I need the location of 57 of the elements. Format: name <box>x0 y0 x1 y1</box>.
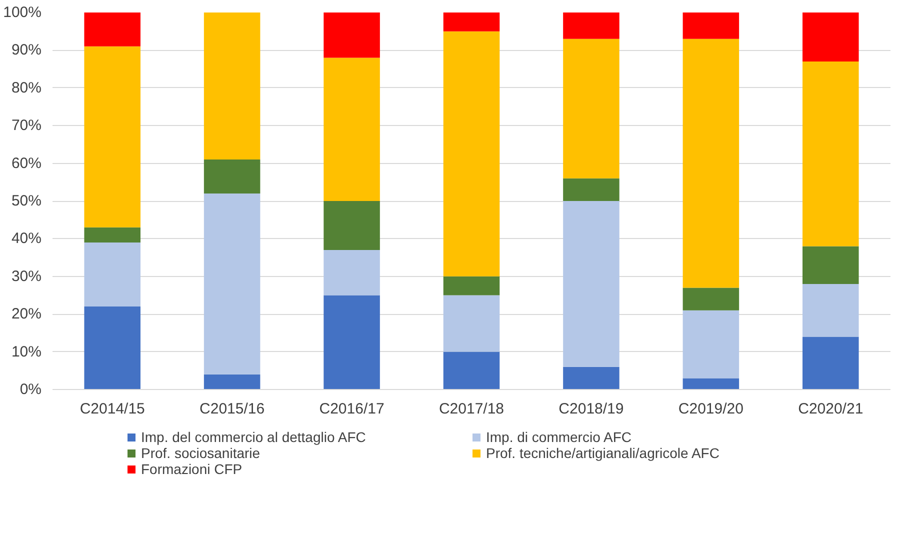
bar <box>682 288 740 310</box>
bar <box>563 366 620 390</box>
y-tick-label: 50% <box>11 192 42 210</box>
y-tick-label: 10% <box>11 343 42 360</box>
bar <box>84 242 140 307</box>
bar <box>204 193 260 374</box>
bar <box>443 12 500 32</box>
bar <box>84 12 140 46</box>
bar <box>204 374 260 390</box>
bar <box>682 310 740 378</box>
x-tick-label: C2017/18 <box>438 400 504 418</box>
bar <box>324 295 380 390</box>
x-tick-label: C2018/19 <box>558 400 624 418</box>
legend-label: Imp. di commercio AFC <box>486 429 632 445</box>
y-tick-label: 30% <box>11 268 42 285</box>
bar <box>324 58 380 201</box>
bar <box>802 246 859 284</box>
y-tick-label: 0% <box>20 381 42 398</box>
y-tick-label: 40% <box>11 230 42 248</box>
bar <box>802 284 859 337</box>
y-tick-label: 90% <box>11 42 42 59</box>
bar <box>84 227 140 242</box>
y-tick-label: 60% <box>11 154 42 172</box>
legend-label: Prof. tecniche/artigianali/agricole AFC <box>486 445 720 461</box>
bar <box>443 295 500 352</box>
bar <box>324 201 380 250</box>
x-tick-label: C2019/20 <box>678 400 744 418</box>
bar <box>802 336 859 390</box>
bar <box>443 31 500 276</box>
bar <box>443 276 500 296</box>
bar <box>682 38 740 288</box>
x-tick-label: C2020/21 <box>798 400 864 418</box>
y-tick-label: 20% <box>11 306 42 323</box>
bar <box>84 306 140 390</box>
bar <box>204 160 260 194</box>
bar <box>682 378 740 390</box>
legend-label: Imp. del commercio al dettaglio AFC <box>141 429 367 445</box>
bar <box>802 12 859 62</box>
bar <box>563 38 620 178</box>
bar <box>443 352 500 390</box>
y-tick-label: 100% <box>3 4 42 21</box>
x-tick-label: C2015/16 <box>200 400 265 418</box>
legend-label: Prof. sociosanitarie <box>141 445 262 461</box>
y-tick-label: 70% <box>11 117 42 134</box>
bar <box>682 12 740 39</box>
bar <box>563 178 620 201</box>
bar <box>204 12 260 160</box>
legend-label: Formazioni CFP <box>141 461 244 477</box>
bar <box>324 250 380 296</box>
bar <box>563 201 620 367</box>
bar <box>84 46 140 228</box>
bar <box>324 12 380 58</box>
bar <box>563 12 620 39</box>
x-tick-label: C2014/15 <box>80 400 145 418</box>
y-tick-label: 80% <box>11 79 42 96</box>
x-tick-label: C2016/17 <box>319 400 384 418</box>
bar <box>802 62 859 246</box>
